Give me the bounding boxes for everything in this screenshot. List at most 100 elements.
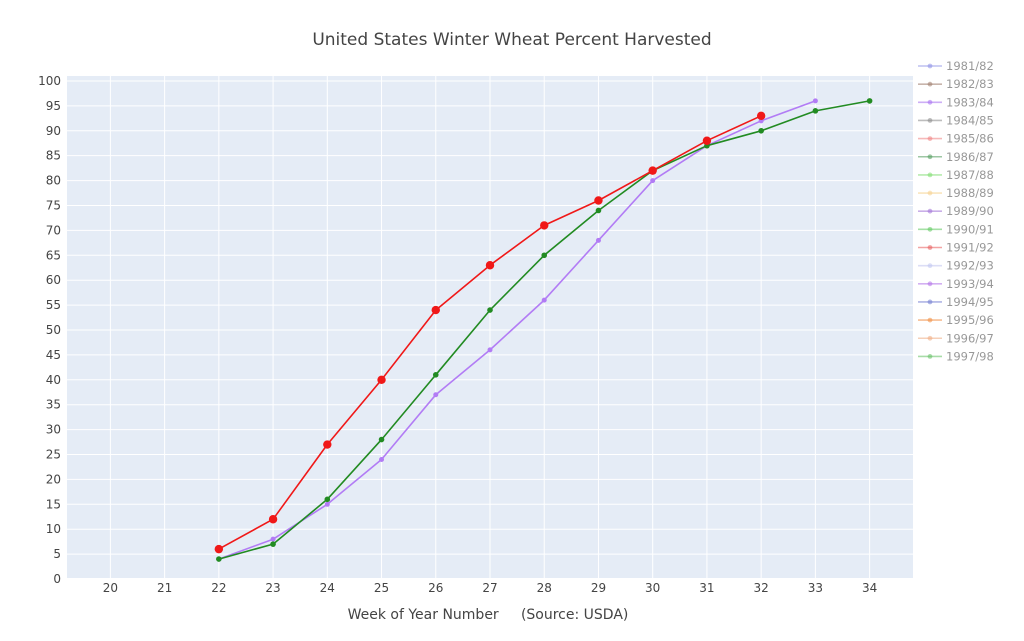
y-tick-label: 5	[53, 547, 61, 561]
legend-item[interactable]: 1994/95	[918, 295, 994, 309]
data-point[interactable]	[541, 297, 547, 303]
legend-label: 1990/91	[946, 222, 994, 236]
legend-label: 1987/88	[946, 168, 994, 182]
legend-item[interactable]: 1983/84	[918, 95, 994, 109]
legend-item[interactable]: 1995/96	[918, 313, 994, 327]
data-point[interactable]	[214, 544, 224, 554]
data-point[interactable]	[323, 440, 332, 449]
data-point[interactable]	[378, 436, 385, 443]
legend-item[interactable]: 1985/86	[918, 132, 994, 146]
legend-label: 1983/84	[946, 95, 994, 109]
legend-label: 1988/89	[946, 186, 994, 200]
legend-swatch-marker	[927, 263, 933, 269]
y-tick-label: 50	[46, 323, 61, 337]
legend-label: 1996/97	[946, 331, 994, 345]
data-point[interactable]	[324, 501, 330, 507]
y-tick-labels: 0 5 10 15 20 25 30 35 40 45 50 55 60 65 70 75 80 85 90 95 10…	[38, 74, 61, 586]
data-point[interactable]	[648, 166, 657, 175]
legend-item[interactable]: 1984/85	[918, 113, 994, 127]
data-point[interactable]	[216, 556, 222, 562]
legend-swatch-marker	[927, 172, 933, 178]
data-point[interactable]	[595, 237, 601, 243]
data-point[interactable]	[541, 252, 548, 259]
legend-swatch-marker	[927, 226, 933, 232]
x-tick-label: 22	[211, 581, 226, 595]
x-tick-label: 23	[265, 581, 280, 595]
data-point[interactable]	[595, 207, 602, 214]
data-point[interactable]	[431, 305, 440, 315]
series[interactable]	[214, 111, 766, 554]
data-point[interactable]	[540, 221, 549, 230]
x-tick-label: 32	[754, 581, 769, 595]
data-point[interactable]	[324, 496, 331, 503]
legend-item[interactable]: 1981/82	[918, 59, 994, 73]
legend-swatch-marker	[927, 136, 933, 142]
y-tick-label: 65	[46, 248, 61, 262]
legend-label: 1991/92	[946, 241, 994, 255]
legend-swatch-marker	[927, 81, 933, 87]
data-point[interactable]	[487, 347, 493, 353]
legend-item[interactable]: 1990/91	[918, 222, 994, 236]
legend-swatch-marker	[927, 154, 933, 160]
data-point[interactable]	[756, 111, 766, 121]
y-tick-label: 10	[46, 522, 61, 536]
legend-swatch-marker	[927, 208, 933, 214]
legend-item[interactable]: 1991/92	[918, 241, 994, 255]
x-tick-labels: 20 21 22 23 24 25 26 27 28 29 30 31 32 33 34	[103, 581, 878, 595]
data-point[interactable]	[812, 108, 819, 114]
data-point[interactable]	[270, 541, 276, 547]
legend-label: 1997/98	[946, 349, 994, 363]
legend-item[interactable]: 1986/87	[918, 150, 994, 164]
data-point[interactable]	[594, 196, 603, 205]
legend-item[interactable]: 1992/93	[918, 259, 994, 273]
x-tick-label: 24	[320, 581, 335, 595]
x-tick-label: 33	[808, 581, 823, 595]
legend-swatch-marker	[927, 354, 933, 359]
grid-lines	[67, 76, 913, 580]
legend-swatch-marker	[927, 245, 933, 250]
data-point[interactable]	[702, 136, 712, 145]
legend-label: 1989/90	[946, 204, 994, 218]
y-tick-label: 35	[46, 398, 61, 412]
legend-swatch-marker	[927, 335, 933, 341]
legend-swatch-marker	[927, 63, 933, 69]
legend-label: 1994/95	[946, 295, 994, 309]
legend[interactable]: 1981/82 1982/83 1983/84 1984/85 1985/86 1986/…	[918, 59, 994, 363]
y-tick-label: 80	[46, 174, 61, 188]
data-point[interactable]	[758, 127, 764, 134]
legend-label: 1982/83	[946, 77, 994, 91]
y-tick-label: 100	[38, 74, 61, 88]
legend-swatch-marker	[927, 118, 933, 123]
data-point[interactable]	[866, 98, 873, 104]
legend-item[interactable]: 1989/90	[918, 204, 994, 218]
x-tick-label: 21	[157, 581, 172, 595]
legend-item[interactable]: 1987/88	[918, 168, 994, 182]
data-point[interactable]	[432, 372, 439, 378]
y-tick-label: 20	[46, 472, 61, 486]
data-point[interactable]	[485, 261, 495, 270]
y-tick-label: 25	[46, 447, 61, 461]
data-point[interactable]	[379, 456, 385, 462]
data-point[interactable]	[433, 392, 439, 398]
legend-item[interactable]: 1996/97	[918, 331, 994, 345]
legend-label: 1985/86	[946, 132, 994, 146]
y-tick-label: 70	[46, 223, 61, 237]
legend-label: 1993/94	[946, 277, 994, 291]
data-point[interactable]	[650, 178, 656, 184]
legend-item[interactable]: 1982/83	[918, 77, 994, 91]
data-point[interactable]	[487, 307, 493, 313]
x-tick-label: 30	[645, 581, 660, 595]
x-tick-label: 29	[591, 581, 606, 595]
data-point[interactable]	[270, 536, 276, 542]
legend-label: 1981/82	[946, 59, 994, 73]
legend-item[interactable]: 1988/89	[918, 186, 994, 200]
legend-item[interactable]: 1993/94	[918, 277, 994, 291]
data-point[interactable]	[377, 375, 386, 384]
y-tick-label: 40	[46, 373, 61, 387]
x-tick-label: 20	[103, 581, 118, 595]
data-point[interactable]	[812, 98, 818, 104]
data-point[interactable]	[268, 515, 278, 524]
legend-item[interactable]: 1997/98	[918, 349, 994, 363]
